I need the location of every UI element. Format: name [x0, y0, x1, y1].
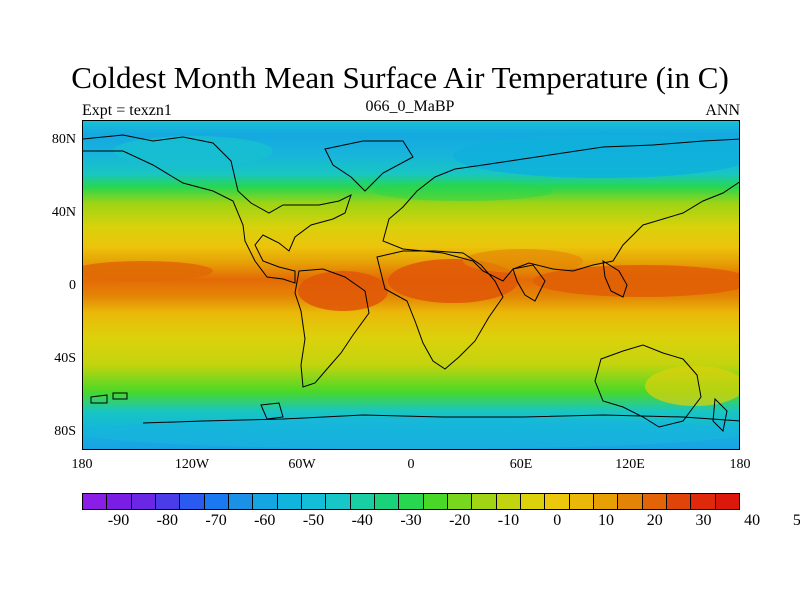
- colorbar-swatch: [350, 494, 375, 509]
- colorbar-swatch: [301, 494, 327, 509]
- colorbar-swatch: [520, 494, 546, 509]
- temperature-map: [82, 120, 740, 450]
- x-tick-label: 120E: [615, 457, 645, 472]
- coastlines: [83, 134, 739, 433]
- colorbar-swatch: [545, 494, 570, 509]
- colorbar-label: 10: [597, 512, 614, 529]
- x-tick-label: 120W: [174, 457, 210, 472]
- colorbar: [82, 493, 740, 510]
- colorbar-label: -70: [205, 512, 227, 529]
- colorbar-swatch: [666, 494, 692, 509]
- colorbar-label: -60: [254, 512, 276, 529]
- colorbar-swatch: [131, 494, 156, 509]
- colorbar-label: 50: [792, 512, 800, 529]
- colorbar-label: -90: [107, 512, 130, 529]
- x-tick-label: 180: [71, 457, 93, 472]
- cold-anomalies: [83, 134, 739, 449]
- experiment-label: Expt = texzn1: [82, 102, 172, 119]
- colorbar-swatch: [228, 494, 254, 509]
- colorbar-swatch: [472, 494, 497, 509]
- colorbar-label: 0: [553, 512, 562, 529]
- colorbar-swatch: [326, 494, 351, 509]
- colorbar-label: -30: [400, 512, 422, 529]
- colorbar-label: -40: [351, 512, 373, 529]
- colorbar-swatch: [691, 494, 716, 509]
- colorbar-swatch: [253, 494, 278, 509]
- colorbar-swatch: [399, 494, 424, 509]
- colorbar-swatch: [204, 494, 229, 509]
- colorbar-swatch: [496, 494, 521, 509]
- colorbar-label: -50: [302, 512, 325, 529]
- y-tick-label: 80N: [51, 132, 76, 147]
- india-outline: [512, 264, 546, 302]
- x-tick-label: 0: [407, 457, 415, 472]
- greenland-outline: [324, 140, 414, 192]
- colorbar-swatch: [569, 494, 594, 509]
- colorbar-swatch: [277, 494, 302, 509]
- colorbar-swatch: [180, 494, 205, 509]
- colorbar-label: 30: [695, 512, 712, 529]
- colorbar-swatch: [642, 494, 667, 509]
- eurasia-outline: [382, 138, 739, 282]
- x-tick-label: 180: [729, 457, 751, 472]
- y-tick-label: 80S: [54, 424, 76, 439]
- colorbar-swatch: [83, 494, 108, 509]
- australia-outline: [594, 344, 702, 428]
- y-tick-label: 40S: [54, 351, 76, 366]
- x-tick-label: 60W: [288, 457, 316, 472]
- new-zealand-outline: [712, 397, 728, 433]
- map-title: Coldest Month Mean Surface Air Temperatu…: [71, 60, 729, 95]
- colorbar-swatch: [423, 494, 448, 509]
- colorbar-label: -20: [449, 512, 471, 529]
- colorbar-label: -10: [497, 512, 520, 529]
- y-tick-label: 40N: [51, 205, 76, 220]
- x-tick-label: 60E: [509, 457, 533, 472]
- colorbar-label: 40: [744, 512, 761, 529]
- north-america-outline: [83, 134, 352, 284]
- colorbar-swatch: [447, 494, 473, 509]
- warm-anomalies: [83, 249, 739, 406]
- africa-outline: [376, 250, 504, 370]
- y-tick-label: 0: [69, 278, 76, 293]
- colorbar-swatch: [374, 494, 400, 509]
- southeast-asia-outline: [602, 260, 628, 298]
- colorbar-swatch: [155, 494, 181, 509]
- south-america-outline: [294, 268, 370, 388]
- colorbar-swatch: [107, 494, 132, 509]
- colorbar-swatch: [715, 494, 739, 509]
- season-label: ANN: [705, 102, 740, 119]
- antarctica-outline: [90, 392, 739, 424]
- colorbar-swatch: [593, 494, 619, 509]
- colorbar-swatch: [618, 494, 643, 509]
- map-canvas: [83, 121, 739, 449]
- colorbar-label: -80: [156, 512, 178, 529]
- period-label: 066_0_MaBP: [365, 98, 455, 115]
- colorbar-label: 20: [646, 512, 663, 529]
